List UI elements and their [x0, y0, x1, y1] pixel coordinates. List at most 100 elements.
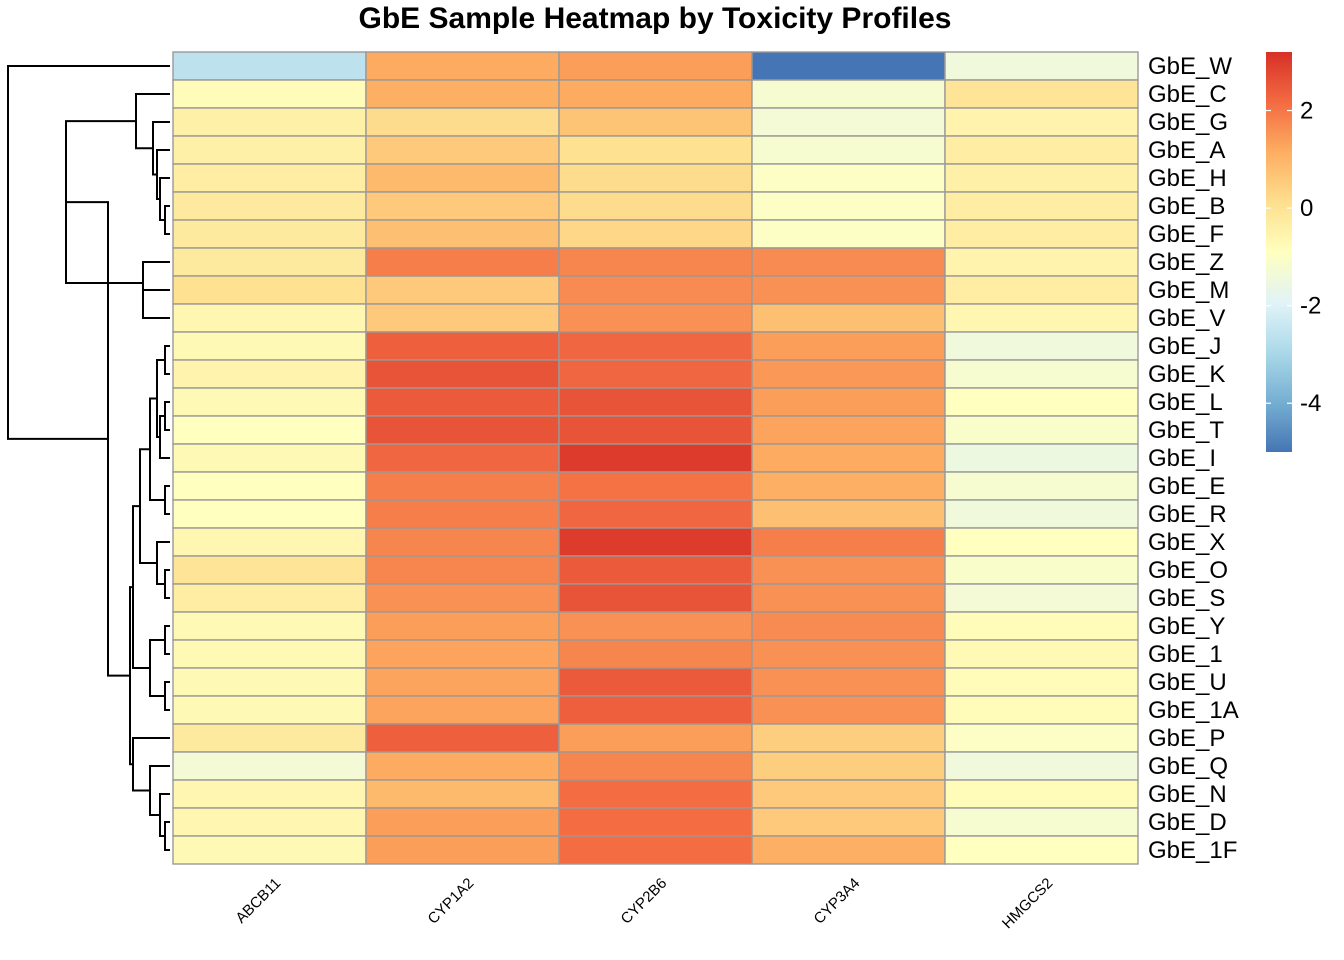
dendrogram-branch: [164, 485, 170, 515]
dendrogram-branch: [156, 541, 170, 585]
dendrogram-branch: [164, 625, 170, 655]
heatmap-cell: [558, 527, 753, 557]
heatmap-cell: [751, 359, 946, 389]
row-label: GbE_G: [1148, 109, 1228, 136]
row-label: GbE_D: [1148, 809, 1227, 836]
heatmap-cell: [172, 443, 367, 473]
heatmap-cell: [944, 107, 1139, 137]
heatmap-cell: [944, 779, 1139, 809]
heatmap-cell: [365, 807, 560, 837]
heatmap-cell: [751, 499, 946, 529]
heatmap-cell: [751, 583, 946, 613]
column-label: ABCB11: [232, 875, 284, 927]
heatmap-cell: [751, 555, 946, 585]
heatmap-cell: [751, 219, 946, 249]
heatmap-cell: [172, 527, 367, 557]
heatmap-cell: [172, 415, 367, 445]
dendrogram-branch: [132, 505, 150, 669]
heatmap-cell: [751, 303, 946, 333]
dendrogram-branch: [142, 261, 170, 304]
heatmap-cell: [365, 79, 560, 109]
dendrogram-branch: [152, 121, 170, 176]
heatmap-cell: [944, 331, 1139, 361]
heatmap-cell: [172, 303, 367, 333]
heatmap-cell: [558, 471, 753, 501]
row-label: GbE_Q: [1148, 753, 1228, 780]
row-label: GbE_U: [1148, 669, 1227, 696]
heatmap-cell: [751, 387, 946, 417]
heatmap-cell: [944, 555, 1139, 585]
heatmap-cell: [558, 359, 753, 389]
heatmap-cell: [172, 695, 367, 725]
heatmap-cell: [944, 583, 1139, 613]
heatmap-cell: [172, 471, 367, 501]
column-label: HMGCS2: [999, 875, 1056, 932]
heatmap-cell: [751, 611, 946, 641]
heatmap-cell: [751, 107, 946, 137]
heatmap-cell: [172, 247, 367, 277]
dendrogram-branch: [164, 345, 170, 375]
row-label: GbE_R: [1148, 501, 1227, 528]
heatmap-cell: [365, 275, 560, 305]
heatmap-cell: [365, 443, 560, 473]
heatmap-cell: [558, 163, 753, 193]
heatmap-cell: [558, 807, 753, 837]
heatmap-cell: [365, 779, 560, 809]
dendrogram-branch: [164, 401, 170, 431]
heatmap-cell: [944, 79, 1139, 109]
heatmap-cell: [944, 639, 1139, 669]
legend-tick-label: -2: [1300, 293, 1321, 320]
dendrogram-branch: [164, 681, 170, 711]
row-dendrogram: [7, 65, 170, 851]
heatmap-cell: [365, 191, 560, 221]
dendrogram-branch: [142, 289, 170, 319]
heatmap-cell: [751, 695, 946, 725]
legend-tick-label: 2: [1300, 98, 1313, 125]
heatmap-cell: [751, 835, 946, 865]
heatmap-cell: [944, 695, 1139, 725]
heatmap-cell: [172, 191, 367, 221]
row-label: GbE_K: [1148, 361, 1225, 388]
heatmap-cell: [172, 723, 367, 753]
row-label: GbE_1: [1148, 641, 1223, 668]
heatmap-cell: [558, 443, 753, 473]
heatmap-cell: [365, 303, 560, 333]
heatmap-cell: [558, 611, 753, 641]
column-label: CYP1A2: [425, 875, 478, 928]
heatmap-cell: [944, 387, 1139, 417]
heatmap-cell: [172, 667, 367, 697]
heatmap-cell: [751, 471, 946, 501]
heatmap-cell: [558, 79, 753, 109]
heatmap-cell: [944, 807, 1139, 837]
heatmap-cell: [172, 751, 367, 781]
heatmap-cell: [172, 219, 367, 249]
heatmap-cell: [944, 723, 1139, 753]
row-label: GbE_S: [1148, 585, 1225, 612]
row-label: GbE_X: [1148, 529, 1225, 556]
heatmap-cell: [558, 499, 753, 529]
dendrogram-branch: [164, 569, 170, 599]
heatmap-cell: [172, 51, 367, 81]
heatmap-cell: [558, 51, 753, 81]
heatmap-cell: [944, 471, 1139, 501]
chart-title: GbE Sample Heatmap by Toxicity Profiles: [358, 2, 952, 35]
heatmap-cell: [172, 639, 367, 669]
heatmap-cell: [172, 807, 367, 837]
heatmap-cell: [944, 191, 1139, 221]
heatmap-cell: [751, 331, 946, 361]
row-label: GbE_T: [1148, 417, 1224, 444]
heatmap-cell: [365, 555, 560, 585]
heatmap-cell: [172, 107, 367, 137]
row-label: GbE_Y: [1148, 613, 1225, 640]
heatmap-cell: [365, 751, 560, 781]
heatmap-cell: [944, 51, 1139, 81]
heatmap-cell: [172, 555, 367, 585]
heatmap-cell: [172, 583, 367, 613]
legend-tick-label: -4: [1300, 390, 1321, 417]
dendrogram-branch: [156, 149, 170, 200]
heatmap-cell: [751, 807, 946, 837]
row-labels: GbE_WGbE_CGbE_GGbE_AGbE_HGbE_BGbE_FGbE_Z…: [1148, 53, 1239, 864]
dendrogram-branch: [164, 821, 170, 851]
heatmap-cell: [558, 695, 753, 725]
